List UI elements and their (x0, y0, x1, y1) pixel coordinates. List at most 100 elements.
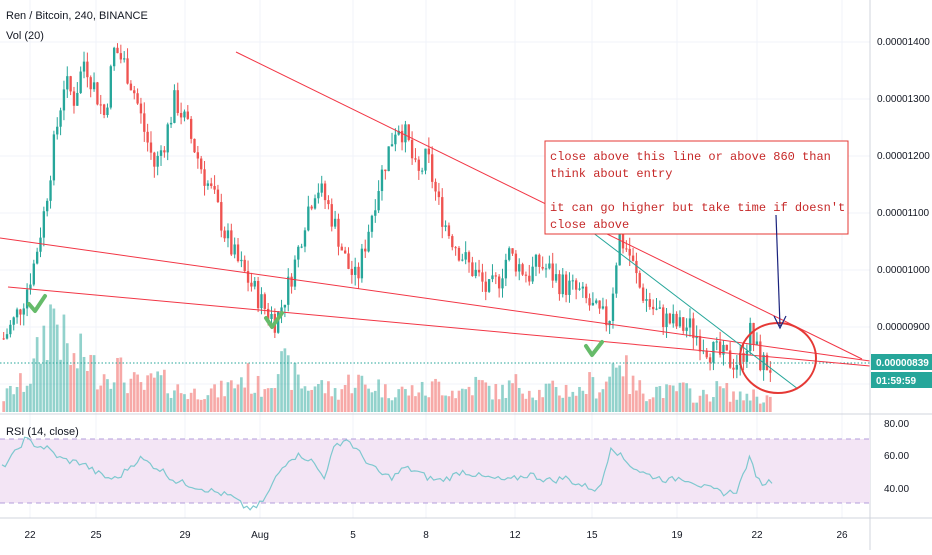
volume-bar (5, 388, 9, 412)
candle-body (220, 202, 223, 231)
candle-body (52, 134, 56, 181)
candle-body (169, 122, 173, 125)
candle-body (293, 259, 297, 287)
candle-body (307, 206, 310, 231)
candle-body (126, 58, 129, 84)
volume-bar (531, 397, 534, 412)
candle-body (35, 251, 39, 264)
trendline-lower-support[interactable] (7, 286, 871, 367)
candle-body (149, 142, 153, 153)
volume-bar (732, 391, 735, 412)
candle-body (431, 154, 434, 182)
candle-body (585, 286, 588, 299)
volume-bar (126, 393, 129, 412)
volume-bar (256, 375, 260, 412)
candle-body (5, 334, 9, 339)
time-tick: 12 (509, 530, 521, 541)
candle-body (287, 276, 290, 305)
volume-bar (142, 389, 146, 412)
candle-body (173, 90, 176, 123)
candle-body (193, 138, 196, 153)
volume-bar (651, 397, 655, 412)
candle-body (508, 248, 511, 260)
candle-body (487, 279, 491, 292)
candle-body (253, 280, 256, 287)
check-icon (27, 294, 47, 313)
candle-body (400, 130, 404, 143)
annotation-line1: close above this line or above 860 than (550, 150, 831, 164)
candle-body (9, 324, 12, 335)
volume-bar (296, 374, 300, 412)
candle-body (578, 288, 581, 290)
volume-bar (558, 395, 561, 412)
volume-bar (762, 402, 765, 412)
volume-bar (718, 386, 722, 412)
volume-bar (99, 385, 103, 412)
volume-bar (454, 398, 457, 412)
volume-bar (96, 389, 99, 412)
candle-body (136, 93, 139, 104)
candle-body (484, 281, 487, 292)
volume-bar (300, 388, 303, 412)
candle-body (62, 89, 66, 111)
volume-bar (29, 383, 32, 412)
candle-body (528, 275, 531, 282)
volume-bar (273, 388, 277, 412)
volume-bar (712, 397, 715, 412)
candle-body (39, 237, 42, 252)
candle-body (146, 131, 149, 143)
volume-bar (497, 399, 501, 412)
candle-body (106, 107, 109, 116)
candle-body (179, 112, 183, 118)
candle-body (461, 259, 464, 261)
candle-body (230, 230, 233, 255)
candle-body (641, 287, 645, 301)
candle-body (25, 289, 29, 309)
candle-body (99, 104, 102, 106)
candle-body (514, 253, 518, 272)
volume-bar (183, 394, 186, 412)
candle-body (447, 225, 451, 237)
volume-bar (373, 390, 377, 412)
volume-bar (631, 375, 635, 412)
candle-body (444, 225, 447, 227)
volume-bar (166, 393, 170, 412)
volume-bar (688, 388, 692, 412)
volume-bar (236, 384, 240, 412)
annotation-box[interactable] (544, 140, 849, 235)
volume-bar (79, 333, 83, 412)
volume-bar (628, 394, 632, 412)
volume-bar (129, 378, 133, 412)
volume-bar (410, 385, 414, 412)
candle-body (96, 82, 99, 105)
volume-bar (554, 387, 558, 412)
candle-body (698, 335, 702, 352)
candle-body (755, 341, 759, 345)
check-icon (264, 311, 284, 329)
candle-body (317, 192, 320, 199)
volume-bar (691, 402, 695, 412)
candle-body (427, 148, 431, 155)
candle-body (139, 103, 143, 114)
time-tick: 19 (671, 530, 683, 541)
trendline-upper-support[interactable] (0, 237, 871, 362)
volume-bar (213, 384, 216, 412)
volume-bar (357, 374, 360, 412)
candle-body (668, 313, 672, 324)
candle-body (56, 126, 59, 135)
candle-body (638, 273, 641, 288)
volume-bar (112, 382, 116, 412)
volume-bar (481, 380, 484, 412)
candle-body (300, 246, 303, 248)
volume-bar (52, 308, 56, 412)
volume-bar (404, 389, 407, 412)
volume-bar (320, 380, 324, 412)
candle-body (303, 230, 307, 247)
candle-body (206, 183, 210, 186)
volume-bar (752, 389, 755, 412)
volume-bar (390, 400, 394, 412)
candle-body (153, 152, 156, 167)
trendline-teal[interactable] (591, 231, 799, 390)
